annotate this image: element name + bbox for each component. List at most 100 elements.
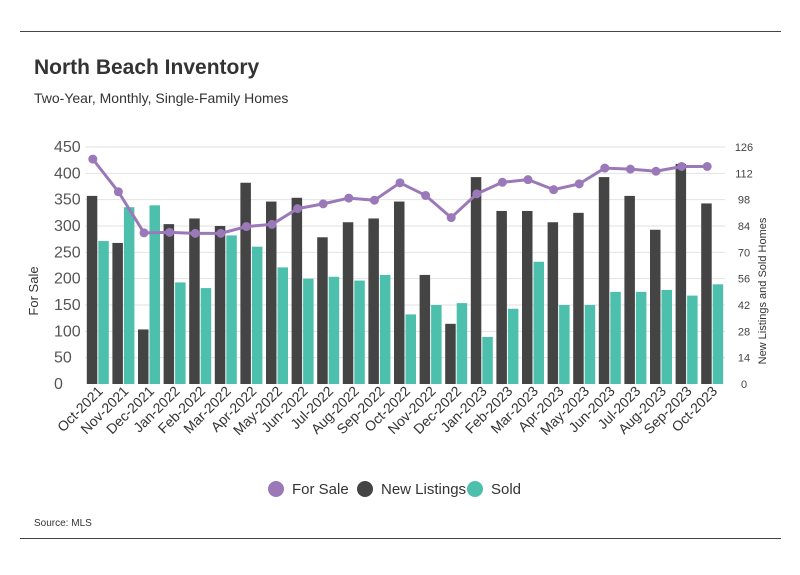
new-listings-bar	[573, 212, 584, 384]
legend-marker	[357, 481, 373, 497]
new-listings-bar	[650, 229, 661, 384]
left-axis-ticks: 0 50 100 150 200 250 300 350 400 450	[54, 139, 81, 393]
right-tick-label: 14	[738, 353, 750, 365]
bottom-rule	[20, 538, 781, 539]
new-listings-bar	[163, 224, 175, 384]
left-tick-label: 50	[54, 350, 72, 367]
new-listings-bar	[138, 329, 149, 384]
left-tick-label: 250	[54, 244, 81, 261]
new-listings-bar	[675, 163, 687, 384]
sold-bar	[149, 205, 160, 384]
legend-label: For Sale	[292, 481, 349, 498]
new-listings-bar	[598, 177, 610, 384]
new-listings-bar	[86, 195, 98, 384]
for-sale-point	[165, 227, 175, 237]
new-listings-bar	[342, 222, 354, 384]
for-sale-point	[549, 185, 559, 195]
left-tick-label: 150	[54, 297, 81, 314]
sold-bar	[507, 308, 519, 384]
sold-bar	[175, 282, 186, 384]
sold-bar	[303, 278, 314, 384]
right-tick-label: 56	[738, 274, 750, 286]
right-tick-label: 0	[741, 379, 747, 391]
sold-bar	[559, 305, 570, 384]
new-listings-bar	[496, 210, 507, 384]
new-listings-bar	[240, 182, 251, 384]
for-sale-point	[344, 193, 354, 203]
x-axis-ticks: Oct-2021Nov-2021Dec-2021Jan-2022Feb-2022…	[54, 383, 721, 438]
left-tick-label: 400	[54, 165, 81, 182]
for-sale-point	[625, 164, 635, 174]
new-listings-bar	[291, 197, 303, 384]
for-sale-point	[446, 213, 456, 223]
sold-bar	[584, 305, 596, 384]
new-listings-bar	[701, 203, 712, 384]
right-tick-label: 70	[738, 247, 750, 259]
legend-label: New Listings	[381, 481, 466, 498]
for-sale-point	[139, 228, 149, 238]
sold-bar	[661, 289, 672, 384]
sold-bar	[687, 295, 698, 384]
right-axis-ticks: 0 14 28 42 56 70 84 98 112 126	[735, 142, 753, 391]
left-tick-label: 100	[54, 323, 81, 340]
new-listings-bar	[317, 237, 328, 384]
new-listings-bar	[419, 274, 431, 384]
sold-bar	[123, 207, 135, 384]
legend-marker	[268, 481, 284, 497]
for-sale-point	[421, 190, 431, 200]
sold-bar	[456, 303, 468, 384]
right-tick-label: 42	[738, 300, 750, 312]
for-sale-point	[190, 228, 200, 238]
bars	[86, 163, 724, 384]
new-listings-bar	[368, 218, 379, 384]
sold-bar	[226, 235, 237, 384]
right-tick-label: 126	[735, 142, 753, 154]
for-sale-point	[600, 163, 610, 173]
sold-bar	[712, 284, 724, 384]
new-listings-bar	[445, 323, 456, 384]
for-sale-point	[293, 204, 303, 214]
sold-bar	[635, 291, 647, 384]
right-tick-label: 28	[738, 326, 750, 338]
right-tick-label: 112	[735, 168, 753, 180]
new-listings-bar	[470, 177, 482, 384]
for-sale-point	[574, 179, 584, 189]
for-sale-point	[497, 177, 507, 187]
sold-bar	[251, 246, 263, 384]
new-listings-bar	[214, 226, 226, 384]
legend-marker	[467, 481, 483, 497]
left-tick-label: 450	[54, 139, 81, 156]
chart-title: North Beach Inventory	[34, 56, 260, 79]
sold-bar	[482, 336, 493, 384]
sold-bar	[533, 261, 544, 384]
left-tick-label: 300	[54, 218, 81, 235]
for-sale-point	[318, 199, 328, 209]
new-listings-bar	[189, 218, 200, 384]
legend: For Sale New Listings Sold	[268, 481, 521, 498]
left-tick-label: 0	[54, 376, 63, 393]
for-sale-point	[88, 154, 98, 164]
left-tick-label: 200	[54, 271, 81, 288]
sold-bar	[200, 288, 212, 384]
new-listings-bar	[547, 222, 559, 384]
for-sale-point	[241, 222, 251, 232]
sold-bar	[379, 274, 391, 384]
sold-bar	[405, 314, 416, 384]
for-sale-point	[677, 161, 687, 171]
y-axis-title: For Sale	[26, 266, 41, 315]
source-note: Source: MLS	[34, 518, 92, 529]
for-sale-point	[651, 166, 661, 176]
legend-label: Sold	[491, 481, 521, 498]
sold-bar	[277, 267, 288, 384]
for-sale-line	[88, 154, 712, 238]
for-sale-point	[267, 219, 277, 229]
for-sale-point	[395, 178, 405, 188]
new-listings-bar	[394, 201, 405, 384]
chart-subtitle: Two-Year, Monthly, Single-Family Homes	[34, 90, 289, 106]
sold-bar	[354, 280, 365, 384]
sold-bar	[610, 291, 621, 384]
y-axis-right-title: New Listings and Sold Homes	[757, 217, 769, 364]
sold-bar	[431, 305, 442, 384]
right-tick-label: 98	[738, 195, 750, 207]
